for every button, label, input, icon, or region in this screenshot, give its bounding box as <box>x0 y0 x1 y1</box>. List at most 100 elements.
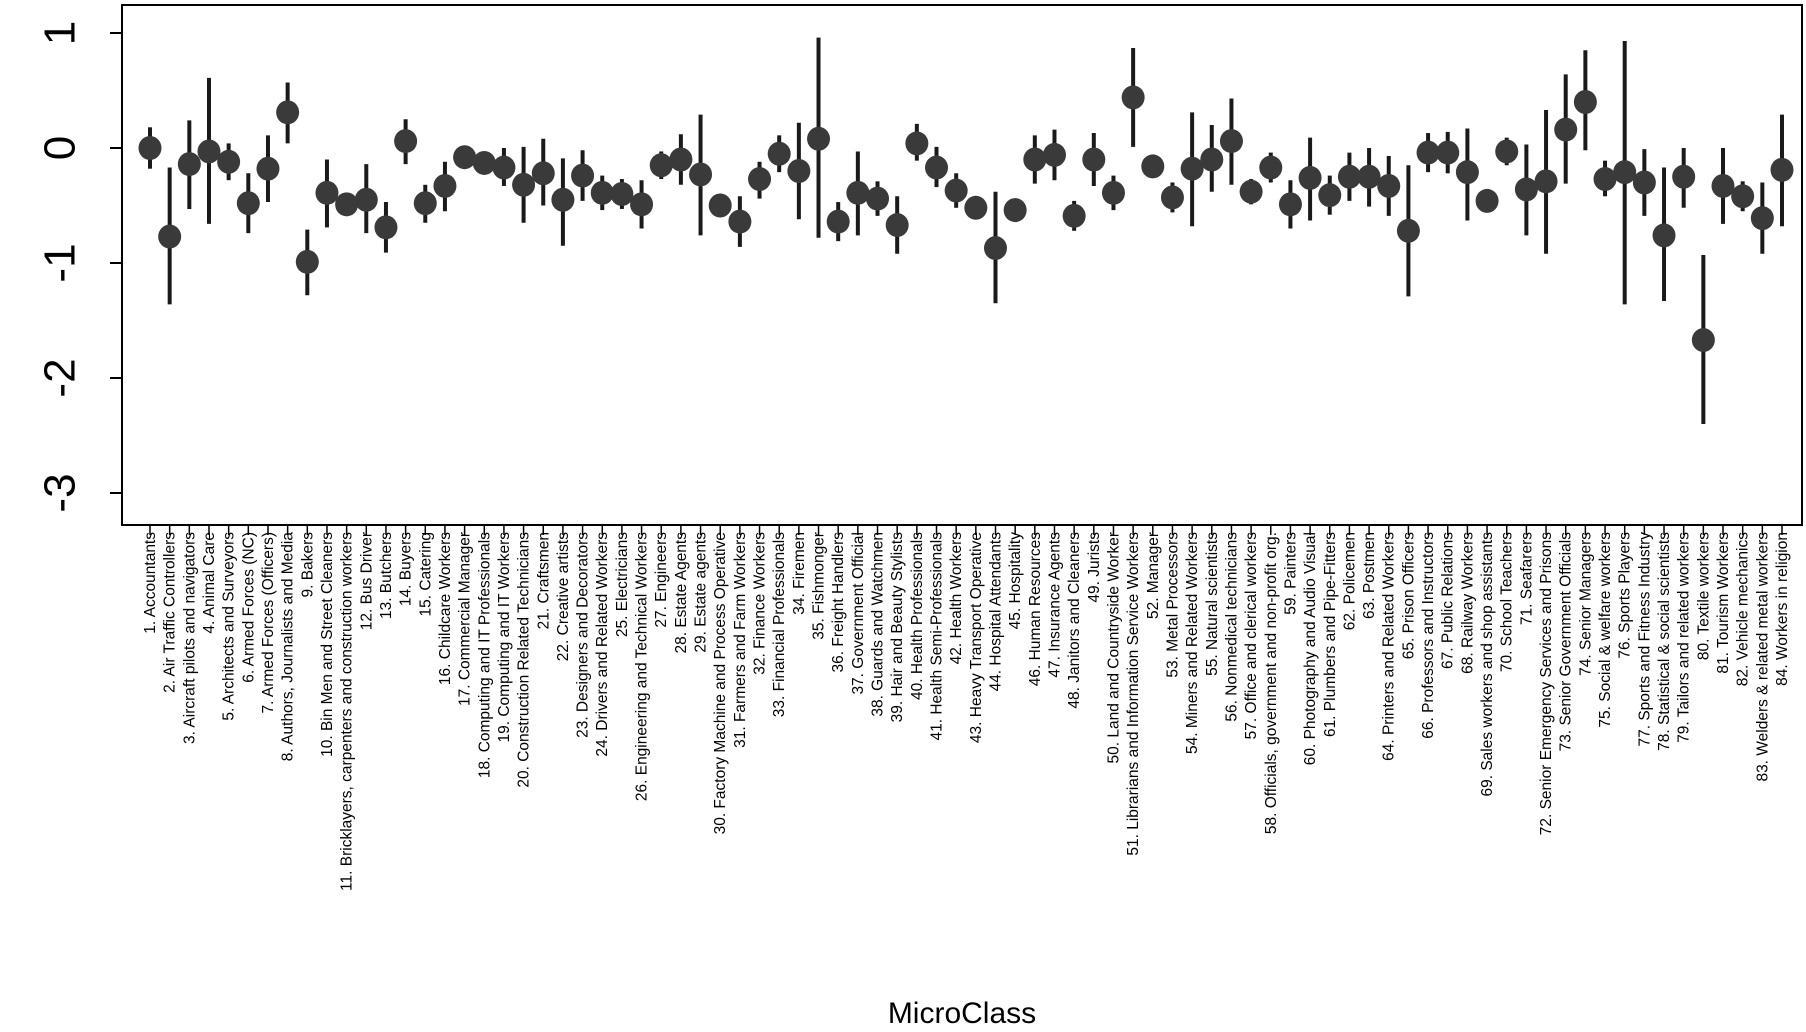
x-tick-label: 64. Printers and Related Workers <box>1381 532 1398 761</box>
x-tick-label: 24. Drivers and Related Workers <box>594 532 611 757</box>
data-point <box>1062 203 1086 228</box>
data-point <box>1593 167 1617 192</box>
data-point <box>276 100 300 125</box>
x-tick-label: 7. Armed Forces (Officers) <box>260 532 277 713</box>
x-tick-label: 23. Designers and Decorators <box>575 532 592 738</box>
x-tick-label: 19. Computing and IT Workers <box>496 532 513 743</box>
x-tick-label: 44. Hospital Attendants <box>987 532 1004 692</box>
data-point <box>630 192 654 217</box>
x-tick-label: 22. Creative artists <box>555 532 572 661</box>
x-tick-label: 62. Policemen <box>1341 532 1358 630</box>
x-tick-label: 6. Armed Forces (NC) <box>240 532 257 683</box>
x-tick-label: 69. Sales workers and shop assistants <box>1479 532 1496 797</box>
data-point <box>236 191 260 216</box>
x-tick-label: 45. Hospitality <box>1007 532 1024 630</box>
x-tick-label: 1. Accountants <box>142 532 159 634</box>
data-point <box>217 149 241 174</box>
x-tick-label: 54. Miners and Related Workers <box>1184 532 1201 754</box>
data-point <box>1475 188 1499 213</box>
x-tick-label: 13. Butchers <box>378 532 395 619</box>
data-point <box>1691 328 1715 353</box>
x-tick-label: 79. Tailors and related workers <box>1676 532 1693 743</box>
data-point <box>571 163 595 188</box>
data-point <box>1396 218 1420 243</box>
data-point <box>256 156 280 181</box>
x-tick-label: 27. Engineers <box>653 532 670 628</box>
data-point <box>1337 164 1361 189</box>
x-tick-label: 21. Craftsmen <box>535 532 552 629</box>
data-point <box>1455 160 1479 185</box>
x-tick-label: 51. Librarians and Information Service W… <box>1125 532 1142 856</box>
x-tick-label: 11. Bricklayers, carpenters and construc… <box>339 532 356 891</box>
x-tick-label: 12. Bus Driver <box>358 532 375 630</box>
data-point <box>1121 85 1145 110</box>
x-tick-label: 26. Engineering and Technical Workers <box>634 532 651 801</box>
x-tick-label: 37. Government Official <box>850 532 867 695</box>
y-tick-label: 0 <box>36 136 85 160</box>
data-point <box>1573 90 1597 114</box>
data-point <box>1239 179 1263 204</box>
x-tick-label: 2. Air Traffic Controllers <box>162 532 179 693</box>
x-tick-label: 57. Office and clerical workers <box>1243 532 1260 740</box>
data-point <box>394 129 418 154</box>
data-point <box>1023 147 1047 172</box>
y-tick-label: -1 <box>36 243 85 282</box>
x-tick-label: 28. Estate Agents <box>673 532 690 654</box>
data-point <box>492 155 516 180</box>
x-tick-label: 80. Textile workers <box>1695 532 1712 660</box>
x-tick-label: 61. Plumbers and Pipe-Fitters <box>1322 532 1339 737</box>
data-point <box>1770 157 1794 182</box>
data-point <box>531 161 555 186</box>
x-tick-label: 73. Senior Government Officials <box>1558 532 1575 752</box>
x-tick-label: 53. Metal Processors <box>1164 532 1181 678</box>
x-tick-label: 55. Natural scientists <box>1204 532 1221 676</box>
x-tick-label: 9. Bakers <box>299 532 316 598</box>
x-tick-label: 20. Construction Related Technicians <box>516 532 533 788</box>
x-tick-label: 4. Animal Care <box>201 532 218 634</box>
data-point <box>295 249 319 274</box>
data-point <box>177 152 201 177</box>
x-tick-label: 50. Land and Countryside Worker <box>1105 532 1122 764</box>
x-tick-label: 8. Authors, Journalists and Media <box>280 532 297 762</box>
x-axis-label: MicroClass <box>888 997 1036 1030</box>
x-tick-label: 74. Senior Managers <box>1577 532 1594 676</box>
x-tick-label: 16. Childcare Workers <box>437 532 454 685</box>
x-tick-label: 60. Photography and Audio Visual <box>1302 532 1319 765</box>
data-point <box>925 155 949 180</box>
x-tick-label: 33. Financial Professionals <box>771 532 788 717</box>
x-tick-label: 78. Statistical & social scientists <box>1656 532 1673 751</box>
x-tick-label: 49. Jurists <box>1086 532 1103 603</box>
x-tick-label: 52. Manager <box>1145 532 1162 619</box>
x-axis: 1. Accountants 2. Air Traffic Controllers… <box>142 524 1791 891</box>
data-point <box>1318 183 1342 208</box>
x-tick-label: 32. Finance Workers <box>752 532 769 675</box>
data-point <box>1180 156 1204 181</box>
data-point <box>1731 184 1755 209</box>
data-point <box>472 150 496 175</box>
y-tick-label: 1 <box>36 21 85 45</box>
data-point <box>826 209 850 234</box>
data-point <box>413 191 437 216</box>
plot-frame <box>121 4 1803 526</box>
data-point <box>885 213 909 238</box>
data-point <box>1436 140 1460 165</box>
data-point <box>1101 180 1125 205</box>
data-point <box>1082 147 1106 172</box>
data-point <box>1160 185 1184 210</box>
data-point <box>138 136 162 160</box>
data-point <box>1141 154 1165 179</box>
data-point <box>551 187 575 212</box>
data-point <box>807 126 831 151</box>
data-point <box>1298 165 1322 190</box>
x-tick-label: 70. School Teachers <box>1499 532 1516 672</box>
x-tick-label: 84. Workers in religion <box>1774 532 1791 686</box>
x-tick-label: 14. Buyers <box>398 532 415 606</box>
data-point <box>197 139 221 164</box>
x-tick-label: 76. Sports Players <box>1617 532 1634 659</box>
data-point <box>1357 164 1381 189</box>
x-tick-label: 40. Health Professionals <box>909 532 926 700</box>
data-point <box>1200 147 1224 172</box>
data-point <box>1514 177 1538 202</box>
data-point <box>1377 173 1401 198</box>
